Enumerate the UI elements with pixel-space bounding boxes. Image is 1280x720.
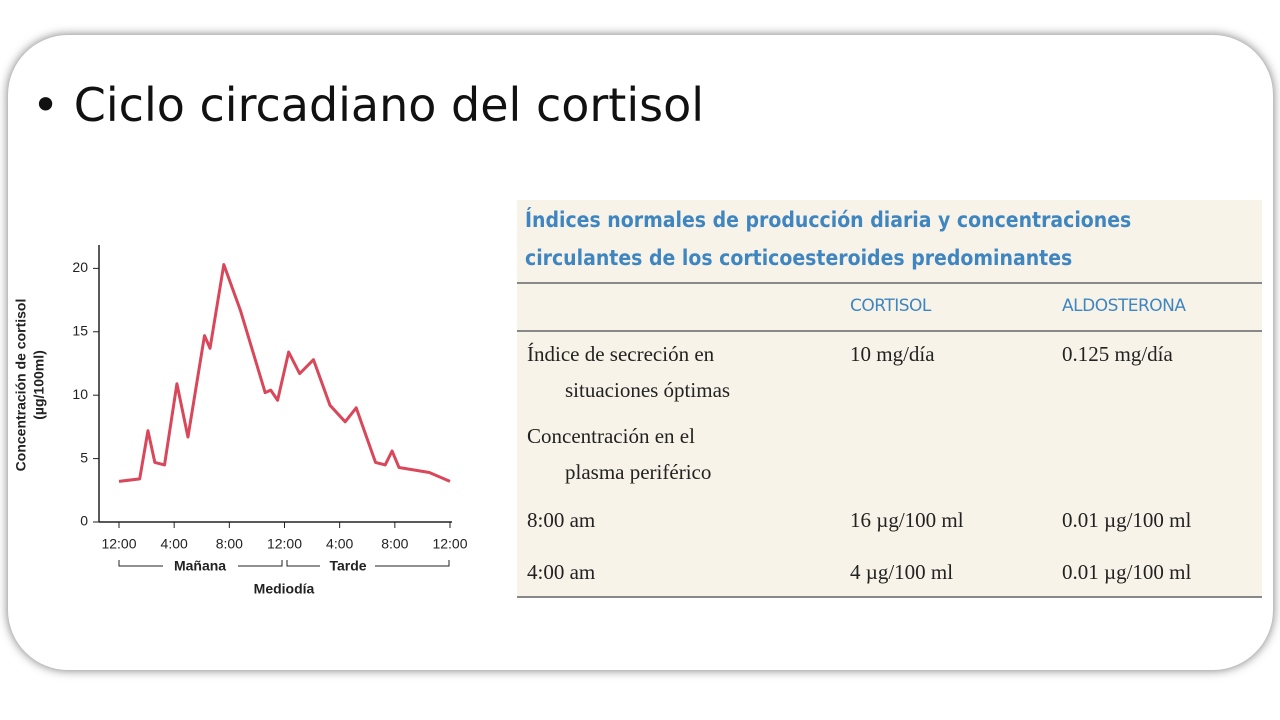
x-tick-label: 4:00 [161, 536, 188, 552]
rule [517, 282, 1262, 284]
y-tick-label: 10 [72, 386, 88, 402]
column-header: ALDOSTERONA [1062, 296, 1186, 316]
x-group-label: Mañana [174, 558, 226, 574]
row-label: Concentración en el [527, 424, 695, 448]
y-tick-label: 15 [72, 322, 88, 338]
cell-value: 16 µg/100 ml [850, 508, 964, 532]
title-text: Ciclo circadiano del cortisol [73, 78, 704, 132]
column-header: CORTISOL [850, 296, 931, 316]
x-tick-label: 8:00 [216, 536, 243, 552]
x-tick-label: 12:00 [267, 536, 302, 552]
y-tick-label: 20 [72, 259, 88, 275]
row-label: plasma periférico [565, 460, 712, 484]
bracket [286, 560, 450, 567]
x-tick-label: 12:00 [101, 536, 136, 552]
x-axis-label: Mediodía [254, 581, 315, 597]
table-title: Índices normales de producción diaria y … [525, 208, 1132, 232]
x-group-label: Tarde [329, 558, 366, 574]
x-tick-label: 8:00 [381, 536, 408, 552]
table: Índices normales de producción diaria y … [517, 200, 1262, 598]
cell-value: 10 mg/día [850, 342, 935, 366]
row-label: situaciones óptimas [565, 378, 731, 402]
y-axis-label: Concentración de cortisol [13, 299, 29, 472]
row-label: 4:00 am [527, 560, 596, 584]
row-label: 8:00 am [527, 508, 596, 532]
y-tick-label: 0 [80, 513, 88, 529]
y-tick-label: 5 [80, 449, 88, 465]
chart: Mañana Tarde Mediodía Concentración de c… [13, 245, 468, 597]
row-label: Índice de secreción en [527, 342, 715, 366]
bracket [118, 560, 283, 567]
cell-value: 4 µg/100 ml [850, 560, 954, 584]
rule [517, 330, 1262, 332]
x-tick-label: 4:00 [326, 536, 353, 552]
cell-value: 0.125 mg/día [1062, 342, 1173, 366]
line-series [118, 263, 451, 483]
cell-value: 0.01 µg/100 ml [1062, 560, 1192, 584]
table-title: circulantes de los corticoesteroides pre… [525, 246, 1073, 270]
y-axis-label: (µg/100ml) [31, 350, 47, 420]
x-tick-label: 12:00 [432, 536, 467, 552]
rule [517, 596, 1262, 598]
cell-value: 0.01 µg/100 ml [1062, 508, 1192, 532]
slide-title: • Ciclo circadiano del cortisol [32, 78, 704, 132]
